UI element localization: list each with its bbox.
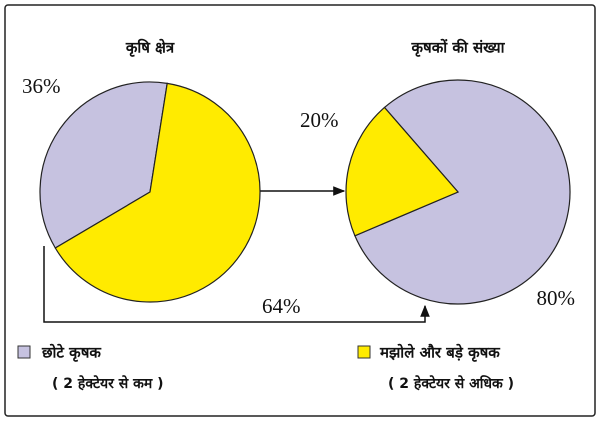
value-label: 20% <box>300 108 339 132</box>
pie-slice <box>354 79 571 305</box>
arrow <box>43 246 430 323</box>
legend-label: छोटे कृषक <box>41 344 102 363</box>
legend-swatch <box>17 345 31 359</box>
legend-note: ( 2 हेक्टेयर से अधिक ) <box>388 375 514 392</box>
legend-label: मझोले और बड़े कृषक <box>379 344 501 363</box>
pie-title: कृषकों की संख्या <box>411 39 506 58</box>
pie-title: कृषि क्षेत्र <box>125 39 175 58</box>
value-label: 80% <box>537 286 576 310</box>
pie-slice <box>54 82 261 303</box>
frame <box>4 4 596 417</box>
value-label: 36% <box>22 74 61 98</box>
pie-slice <box>345 106 459 237</box>
pie-slice <box>39 81 168 249</box>
legend-swatch <box>357 345 371 359</box>
legend-note: ( 2 हेक्टेयर से कम ) <box>52 375 163 392</box>
value-label: 64% <box>262 294 301 318</box>
